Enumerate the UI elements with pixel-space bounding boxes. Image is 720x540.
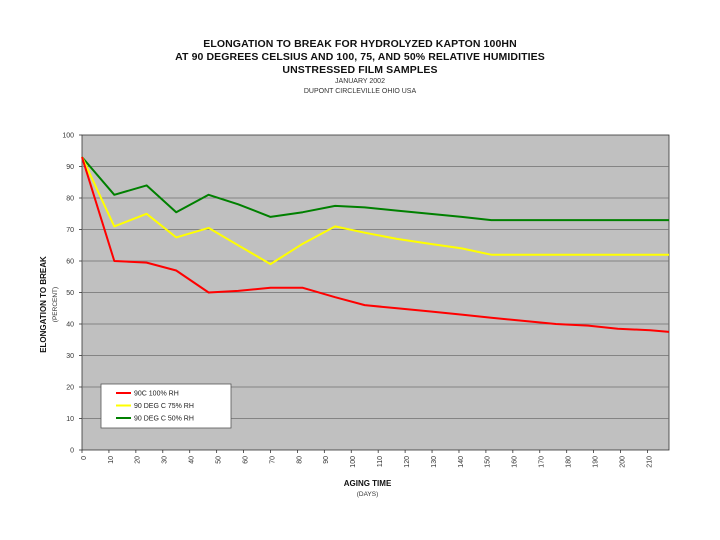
- x-axis-title: AGING TIME: [344, 479, 392, 488]
- y-tick-label: 60: [66, 259, 74, 266]
- series-line-2: [81, 156, 669, 266]
- y-tick-label: 20: [66, 385, 74, 392]
- x-tick-label: 110: [377, 456, 384, 467]
- x-tick-label: 30: [162, 456, 169, 464]
- chart-note-date: JANUARY 2002: [335, 78, 385, 85]
- x-tick-label: 0: [81, 456, 88, 460]
- x-tick-label: 150: [485, 456, 492, 468]
- x-tick-label: 90: [323, 456, 330, 464]
- x-tick-label: 40: [189, 456, 196, 464]
- x-tick-label: 210: [646, 456, 653, 468]
- x-tick-label: 200: [619, 456, 626, 468]
- y-tick-label: 40: [66, 322, 74, 329]
- chart-subtitle-1: AT 90 DEGREES CELSIUS AND 100, 75, AND 5…: [175, 51, 545, 63]
- x-tick-label: 120: [404, 456, 411, 468]
- y-tick-label: 0: [70, 448, 74, 455]
- x-tick-label: 20: [135, 456, 142, 464]
- y-axis-subtitle: (PERCENT): [52, 287, 59, 322]
- legend-label-2: 90 DEG C 75% RH: [134, 403, 194, 410]
- series-line-3: [81, 156, 669, 222]
- x-tick-label: 10: [108, 456, 115, 464]
- y-tick-label: 30: [66, 353, 74, 360]
- x-tick-label: 100: [350, 456, 357, 468]
- y-tick-label: 100: [62, 133, 74, 140]
- x-tick-label: 80: [296, 456, 303, 464]
- x-tick-label: 70: [269, 456, 276, 464]
- y-tick-label: 50: [66, 290, 74, 297]
- x-tick-label: 160: [512, 456, 519, 468]
- legend-label-1: 90C 100% RH: [134, 391, 179, 398]
- x-tick-label: 180: [566, 456, 573, 468]
- chart-title: ELONGATION TO BREAK FOR HYDROLYZED KAPTO…: [203, 38, 517, 50]
- x-tick-label: 170: [539, 456, 546, 468]
- chart-note-location: DUPONT CIRCLEVILLE OHIO USA: [303, 88, 417, 95]
- x-tick-label: 50: [215, 456, 222, 464]
- x-axis-subtitle: (DAYS): [357, 491, 379, 498]
- chart-subtitle-2: UNSTRESSED FILM SAMPLES: [282, 64, 438, 76]
- x-tick-label: 60: [242, 456, 249, 464]
- legend-label-3: 90 DEG C 50% RH: [134, 416, 194, 423]
- chart-title-block: ELONGATION TO BREAK FOR HYDROLYZED KAPTO…: [0, 38, 720, 97]
- y-tick-label: 70: [66, 227, 74, 234]
- x-tick-label: 130: [431, 456, 438, 468]
- y-axis-title: ELONGATION TO BREAK: [39, 256, 48, 353]
- y-tick-label: 90: [66, 164, 74, 171]
- y-tick-label: 10: [66, 416, 74, 423]
- y-tick-label: 80: [66, 196, 74, 203]
- x-tick-label: 140: [458, 456, 465, 468]
- series-line-1: [81, 156, 670, 333]
- x-tick-label: 190: [592, 456, 599, 468]
